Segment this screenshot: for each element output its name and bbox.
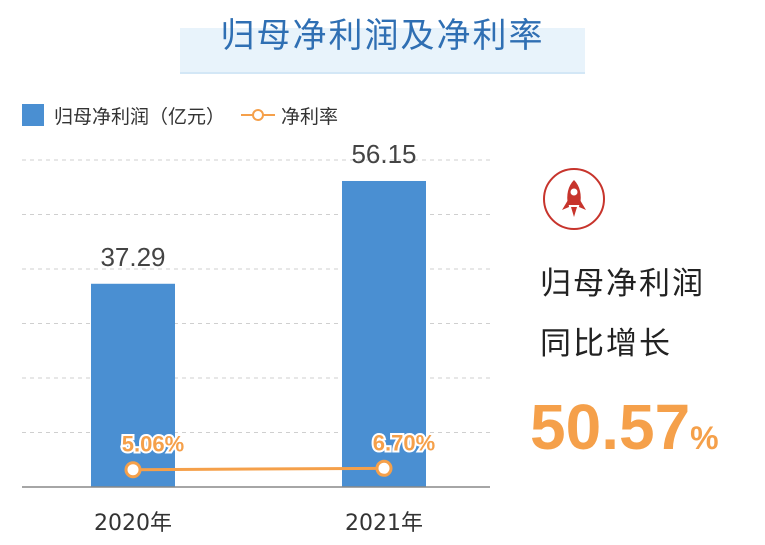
growth-value: 50.57%	[530, 390, 719, 464]
side-text-profit: 归母净利润	[540, 266, 705, 302]
net-margin-line	[132, 466, 385, 472]
bar-2	[342, 180, 426, 488]
x-tick-label: 2020年	[94, 511, 172, 536]
growth-unit: %	[690, 420, 719, 456]
legend-line-icon	[241, 109, 276, 121]
bar-1	[91, 283, 175, 487]
net-margin-label: 6.70%	[373, 430, 435, 455]
chart-title: 归母净利润及净利率	[220, 16, 545, 56]
bar-value-label: 37.29	[100, 242, 165, 272]
badge-circle	[543, 168, 605, 230]
growth-number: 50.57	[530, 391, 691, 463]
legend-bar-label: 归母净利润（亿元）	[54, 105, 226, 128]
bar-value-label: 56.15	[351, 139, 416, 169]
net-margin-label: 5.06%	[122, 432, 184, 457]
side-text-yoy: 同比增长	[540, 326, 672, 362]
net-margin-point	[124, 461, 142, 479]
rocket-icon	[562, 180, 586, 217]
title-band	[180, 28, 585, 74]
legend-bar-swatch	[22, 104, 44, 126]
legend: 归母净利润（亿元） 净利率	[22, 100, 338, 130]
x-tick-label: 2021年	[345, 511, 423, 536]
legend-line-label: 净利率	[281, 105, 339, 128]
net-margin-point	[375, 459, 393, 477]
